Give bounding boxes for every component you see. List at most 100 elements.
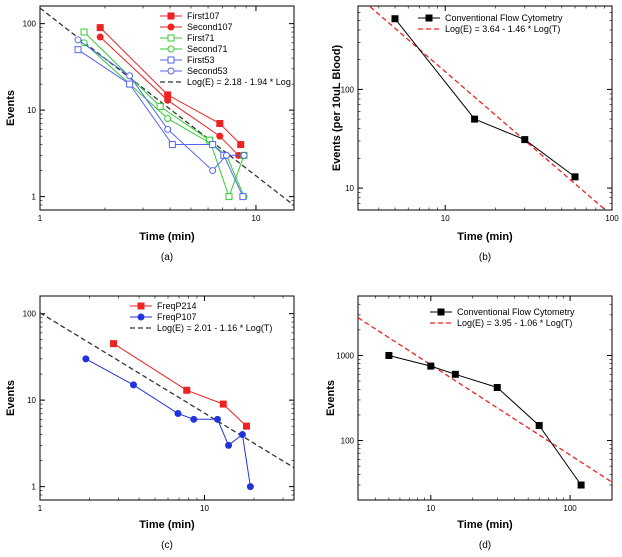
- series-freqp107-point: [238, 431, 246, 439]
- y-tick-label: 1000: [336, 351, 354, 360]
- series-conventional-flow-cytometry-point: [571, 173, 579, 181]
- series-second53-point: [240, 151, 248, 159]
- y-tick-label: 100: [341, 85, 355, 94]
- legend-swatch-point: [167, 56, 175, 64]
- x-tick-label: 100: [563, 504, 577, 513]
- series-first53-point: [168, 141, 176, 149]
- series-conventional-flow-cytometry-point: [451, 370, 459, 378]
- series-freqp214-point: [219, 400, 227, 408]
- legend-swatch-point: [167, 23, 175, 31]
- data-layer: [368, 6, 607, 210]
- series-freqp214-point: [183, 386, 191, 394]
- legend-label: FreqP107: [157, 312, 197, 322]
- plot-frame: [357, 295, 613, 501]
- y-tick-label: 100: [23, 20, 37, 29]
- legend-swatch-point: [167, 45, 175, 53]
- y-axis-label: Events: [5, 380, 17, 416]
- series-freqp214: [110, 340, 250, 430]
- legend-swatch-point: [437, 308, 445, 316]
- y-tick-label: 10: [27, 396, 36, 405]
- panel-caption: (a): [161, 252, 173, 263]
- series-conventional-flow-cytometry-point: [493, 384, 501, 392]
- series-first71: [80, 28, 248, 201]
- series-second71-point: [164, 115, 172, 123]
- data-layer: [40, 312, 294, 491]
- series-conventional-flow-cytometry-line: [394, 18, 576, 178]
- x-tick-label: 100: [605, 214, 619, 223]
- legend-second107: Second107: [160, 22, 233, 32]
- x-axis-label: Time (min): [457, 519, 513, 531]
- legend-fit-label: Log(E) = 2.01 - 1.16 * Log(T): [157, 323, 272, 333]
- series-freqp214-point: [242, 422, 250, 430]
- plot-frame: [39, 5, 295, 211]
- series-freqp107-point: [82, 355, 90, 363]
- series-freqp214-point: [110, 340, 118, 348]
- series-second53: [74, 36, 248, 175]
- panel-d: 10 100 100 1000 Time (min) Events (d) Conventio…: [325, 295, 613, 551]
- x-tick-label: 10: [441, 214, 450, 223]
- series-first107-point: [237, 141, 245, 149]
- series-freqp107-point: [246, 483, 254, 491]
- minor-ticks: [358, 296, 612, 500]
- x-axis-label: Time (min): [139, 231, 195, 243]
- legend-first107: First107: [160, 11, 220, 21]
- x-tick-label: 10: [426, 504, 435, 513]
- legend-fit: Log(E) = 2.18 - 1.94 * Log: [160, 77, 291, 87]
- x-axis-label: Time (min): [139, 519, 195, 531]
- x-tick-label: 10: [200, 504, 209, 513]
- legend-second71: Second71: [160, 44, 228, 54]
- series-conventional-flow-cytometry-point: [427, 362, 435, 370]
- y-axis-label: Events (per 10uL Blood): [331, 45, 343, 172]
- series-second107-point: [216, 132, 224, 140]
- plot-frame: [39, 295, 295, 501]
- fit-line: [358, 317, 612, 483]
- legend: First107Second107First71Second71First53S…: [160, 11, 291, 87]
- series-first71-line: [83, 31, 245, 199]
- legend-swatch-point: [167, 67, 175, 75]
- legend-freqp107: FreqP107: [130, 312, 197, 322]
- legend-label: Conventional Flow Cytometry: [457, 307, 575, 317]
- y-axis-label: Events: [325, 380, 337, 416]
- series-first53-point: [126, 80, 134, 88]
- y-axis-label: Events: [5, 90, 17, 126]
- panel-c: 1 10 1 10 100 Time (min) Events (c) FreqP214Freq…: [5, 295, 295, 551]
- legend-swatch-point: [137, 302, 145, 310]
- legend-first71: First71: [160, 33, 215, 43]
- series-second71-point: [80, 39, 88, 47]
- y-tick-label: 10: [345, 184, 354, 193]
- series-second53-point: [164, 125, 172, 133]
- legend-fit-label: Log(E) = 2.18 - 1.94 * Log: [187, 77, 291, 87]
- series-second53-point: [74, 36, 82, 44]
- panel-caption: (b): [479, 252, 491, 263]
- x-axis-label: Time (min): [457, 231, 513, 243]
- fit-line: [40, 7, 294, 206]
- minor-ticks: [358, 6, 612, 210]
- legend-label: First107: [187, 11, 220, 21]
- legend-freqp214: FreqP214: [130, 301, 197, 311]
- legend-fit: Log(E) = 2.01 - 1.16 * Log(T): [130, 323, 272, 333]
- series-conventional-flow-cytometry-point: [535, 422, 543, 430]
- series-first53-point: [74, 46, 82, 54]
- series-conventional-flow-cytometry-point: [391, 15, 399, 23]
- series-second107-point: [96, 33, 104, 41]
- series-second53-point: [222, 151, 230, 159]
- series-first71-point: [80, 28, 88, 36]
- series-first71-point: [156, 103, 164, 111]
- legend-label: Second71: [187, 44, 228, 54]
- series-freqp107: [82, 355, 254, 491]
- y-tick-label: 1: [32, 483, 37, 492]
- y-tick-label: 100: [23, 310, 37, 319]
- legend-label: Second107: [187, 22, 233, 32]
- y-tick-label: 1: [32, 193, 37, 202]
- legend-swatch-point: [137, 313, 145, 321]
- minor-ticks: [40, 6, 294, 211]
- x-tick-label: 1: [38, 214, 43, 223]
- data-layer: [40, 7, 294, 206]
- y-tick-label: 10: [27, 106, 36, 115]
- series-freqp214-line: [113, 343, 247, 427]
